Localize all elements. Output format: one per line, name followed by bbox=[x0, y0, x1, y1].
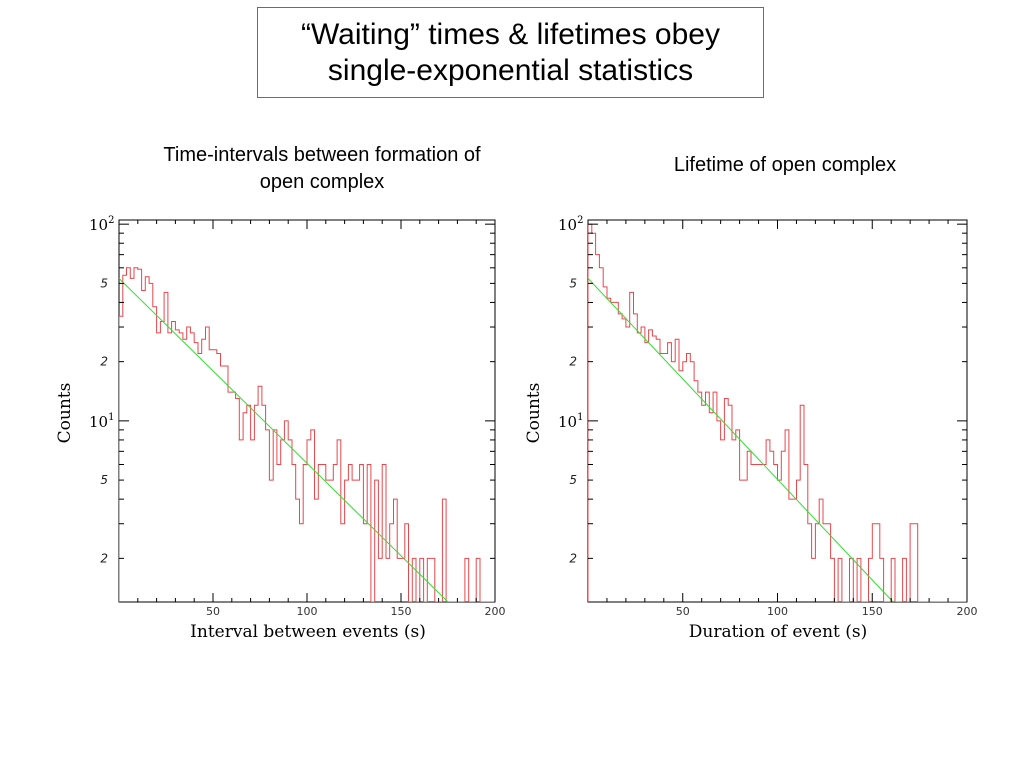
lifetime-y-minor-label: 5 bbox=[569, 276, 577, 290]
slide-title-line-2: single-exponential statistics bbox=[327, 53, 694, 87]
lifetime-y-decade-base: 10 bbox=[558, 216, 577, 234]
lifetime-x-tick-label: 200 bbox=[957, 605, 978, 618]
interval-x-tick-label: 150 bbox=[391, 605, 412, 618]
interval-y-decade-exponent: 1 bbox=[108, 412, 114, 423]
interval-y-minor-label: 2 bbox=[100, 355, 108, 369]
lifetime-y-minor-label: 2 bbox=[569, 355, 577, 369]
lifetime-y-axis-label: Counts bbox=[524, 383, 544, 444]
interval-y-axis-label: Counts bbox=[55, 383, 75, 444]
interval-y-minor-label: 5 bbox=[100, 473, 108, 487]
lifetime-x-tick-label: 50 bbox=[676, 605, 690, 618]
lifetime-y-decade-base: 10 bbox=[558, 413, 577, 431]
slide-title-line-1: “Waiting” times & lifetimes obey bbox=[300, 17, 720, 51]
interval-x-tick-label: 200 bbox=[485, 605, 506, 618]
lifetime-x-tick-label: 150 bbox=[862, 605, 883, 618]
interval-y-decade-base: 10 bbox=[89, 413, 108, 431]
left-chart-title: Time-intervals between formation of open… bbox=[112, 142, 532, 196]
lifetime-exponential-fit-line bbox=[588, 278, 894, 602]
interval-y-minor-label: 2 bbox=[100, 551, 108, 565]
lifetime-y-minor-label: 5 bbox=[569, 473, 577, 487]
lifetime-x-tick-label: 100 bbox=[767, 605, 788, 618]
interval-x-axis-label: Interval between events (s) bbox=[190, 622, 426, 642]
interval-x-tick-label: 50 bbox=[206, 605, 220, 618]
left-chart-title-line-2: open complex bbox=[259, 171, 385, 193]
interval-y-decade-exponent: 2 bbox=[108, 215, 114, 226]
interval-y-decade-label: 102 bbox=[89, 215, 114, 234]
lifetime-y-decade-exponent: 1 bbox=[577, 412, 583, 423]
interval-histogram-steps bbox=[119, 267, 495, 602]
right-chart-title: Lifetime of open complex bbox=[673, 154, 897, 176]
interval-plot-frame bbox=[118, 219, 496, 603]
interval-y-decade-label: 101 bbox=[89, 412, 114, 431]
interval-exponential-fit-line bbox=[119, 278, 449, 602]
interval-y-minor-label: 5 bbox=[100, 276, 108, 290]
lifetime-y-decade-label: 101 bbox=[558, 412, 583, 431]
slide-title-box: “Waiting” times & lifetimes obey single-… bbox=[257, 7, 764, 98]
lifetime-y-minor-label: 2 bbox=[569, 551, 577, 565]
left-chart-title-line-1: Time-intervals between formation of bbox=[163, 144, 481, 166]
lifetime-x-axis-label: Duration of event (s) bbox=[689, 622, 868, 642]
lifetime-y-decade-exponent: 2 bbox=[577, 215, 583, 226]
interval-x-tick-label: 100 bbox=[297, 605, 318, 618]
interval-y-decade-base: 10 bbox=[89, 216, 108, 234]
lifetime-histogram-steps bbox=[588, 223, 967, 602]
lifetime-y-decade-label: 102 bbox=[558, 215, 583, 234]
